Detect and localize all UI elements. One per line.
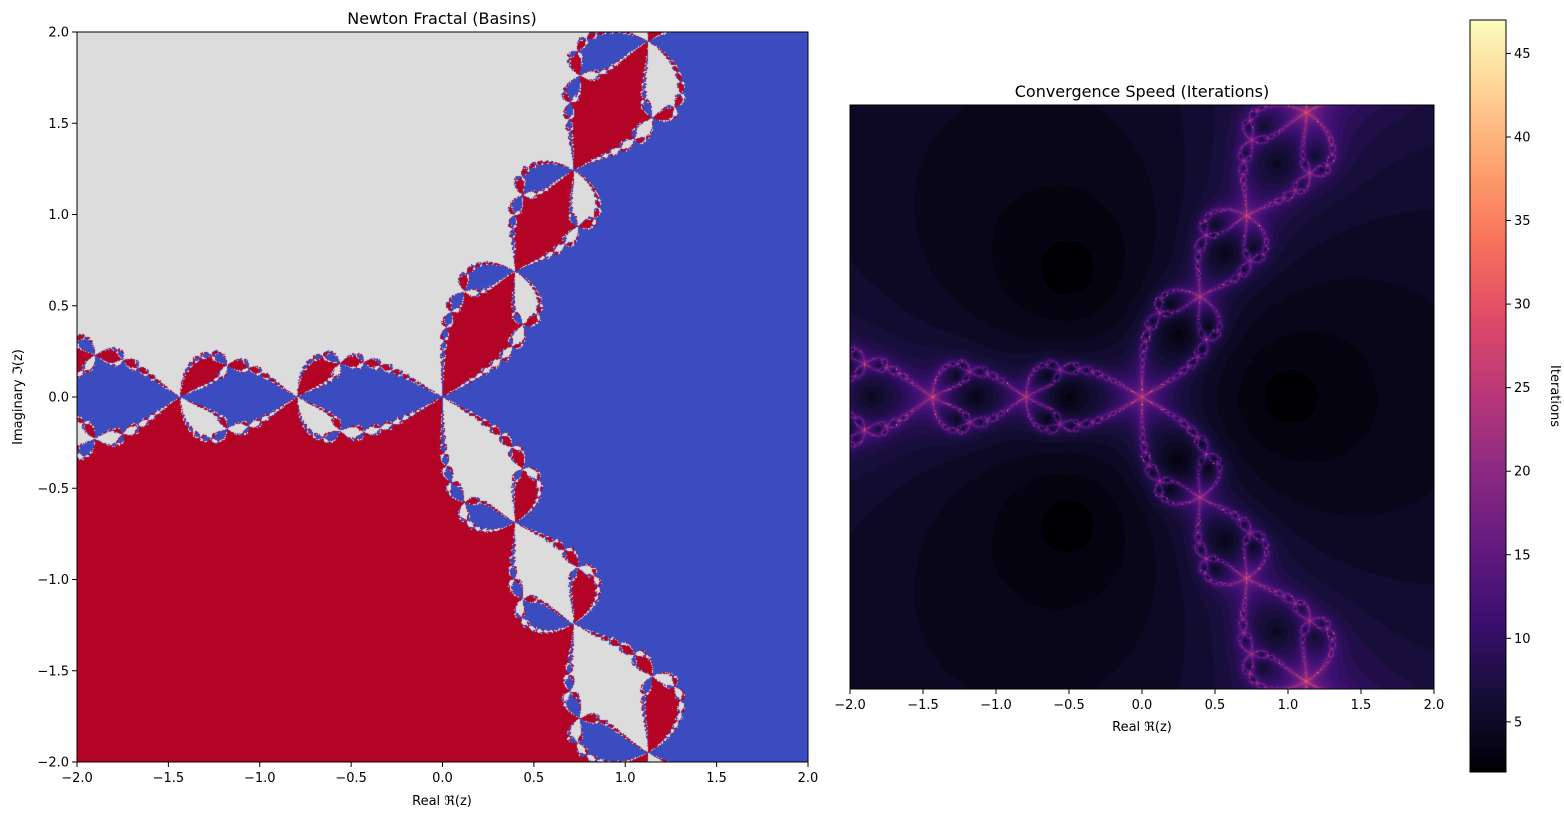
iterations-chart: Convergence Speed (Iterations) −2.0 −1.5−… (834, 82, 1444, 735)
y-tick-label: 1.5 (48, 117, 69, 132)
x-tick-label: 0.5 (524, 771, 545, 786)
x-tick-label: 1.0 (1278, 698, 1299, 713)
x-tick-label: −2.0 (61, 771, 93, 786)
x-tick-label: 1.5 (1351, 698, 1372, 713)
basins-x-axis: −2.0 −1.5 −1.0 −0.5 0.0 0.5 1.0 1.5 2.0 (61, 762, 818, 786)
y-tick-label: 1.0 (48, 208, 69, 223)
basins-y-axis: −2.0 −1.5 −1.0 −0.5 0.0 0.5 1.0 1.5 2.0 (37, 26, 77, 771)
iterations-x-axis: −2.0 −1.5 −1.0 −0.5 0.0 0.5 1.0 1.5 2.0 (834, 689, 1444, 713)
basins-heatmap (77, 32, 808, 762)
basins-title: Newton Fractal (Basins) (347, 9, 537, 28)
iterations-xlabel: Real ℜ(z) (1112, 720, 1172, 735)
x-tick-label: −1.5 (907, 698, 939, 713)
y-tick-label: −1.0 (37, 573, 69, 588)
colorbar-tick-label: 20 (1514, 465, 1531, 480)
x-tick-label: 2.0 (1424, 698, 1445, 713)
x-tick-label: 2.0 (798, 771, 819, 786)
x-tick-label: −1.5 (153, 771, 185, 786)
iterations-title: Convergence Speed (Iterations) (1015, 82, 1270, 101)
colorbar-gradient (1469, 19, 1507, 773)
y-tick-label: 0.0 (48, 391, 69, 406)
x-tick-label: 1.0 (615, 771, 636, 786)
x-tick-label: −1.0 (244, 771, 276, 786)
colorbar-ticks: 5 10 15 20 25 30 35 40 45 (1506, 47, 1531, 730)
colorbar-tick-label: 35 (1514, 214, 1531, 229)
x-tick-label: 1.5 (706, 771, 727, 786)
x-tick-label: −0.5 (1053, 698, 1085, 713)
colorbar-tick-label: 5 (1514, 715, 1522, 730)
colorbar-tick-label: 25 (1514, 381, 1531, 396)
basins-chart: Newton Fractal (Basins) −2.0 −1.5 −1.0 −0.5… (11, 9, 818, 809)
x-tick-label: −1.0 (980, 698, 1012, 713)
colorbar-tick-label: 10 (1514, 632, 1531, 647)
y-tick-label: 0.5 (48, 299, 69, 314)
colorbar-tick-label: 45 (1514, 47, 1531, 62)
basins-xlabel: Real ℜ(z) (412, 794, 472, 809)
x-tick-label: 0.0 (432, 771, 453, 786)
colorbar-tick-label: 15 (1514, 548, 1531, 563)
x-tick-label: −0.5 (335, 771, 367, 786)
basins-ylabel: Imaginary ℑ(z) (11, 349, 26, 445)
colorbar-tick-label: 40 (1514, 130, 1531, 145)
y-tick-label: −2.0 (37, 756, 69, 771)
colorbar-label: Iterations (1547, 365, 1562, 427)
x-tick-label: 0.0 (1132, 698, 1153, 713)
x-tick-label: −2.0 (834, 698, 866, 713)
y-tick-label: 2.0 (48, 26, 69, 41)
colorbar-tick-label: 30 (1514, 298, 1531, 313)
colorbar: 5 10 15 20 25 30 35 40 45 Iterations (1469, 19, 1562, 773)
x-tick-label: 0.5 (1205, 698, 1226, 713)
y-tick-label: −1.5 (37, 664, 69, 679)
iterations-heatmap (850, 105, 1434, 689)
y-tick-label: −0.5 (37, 482, 69, 497)
